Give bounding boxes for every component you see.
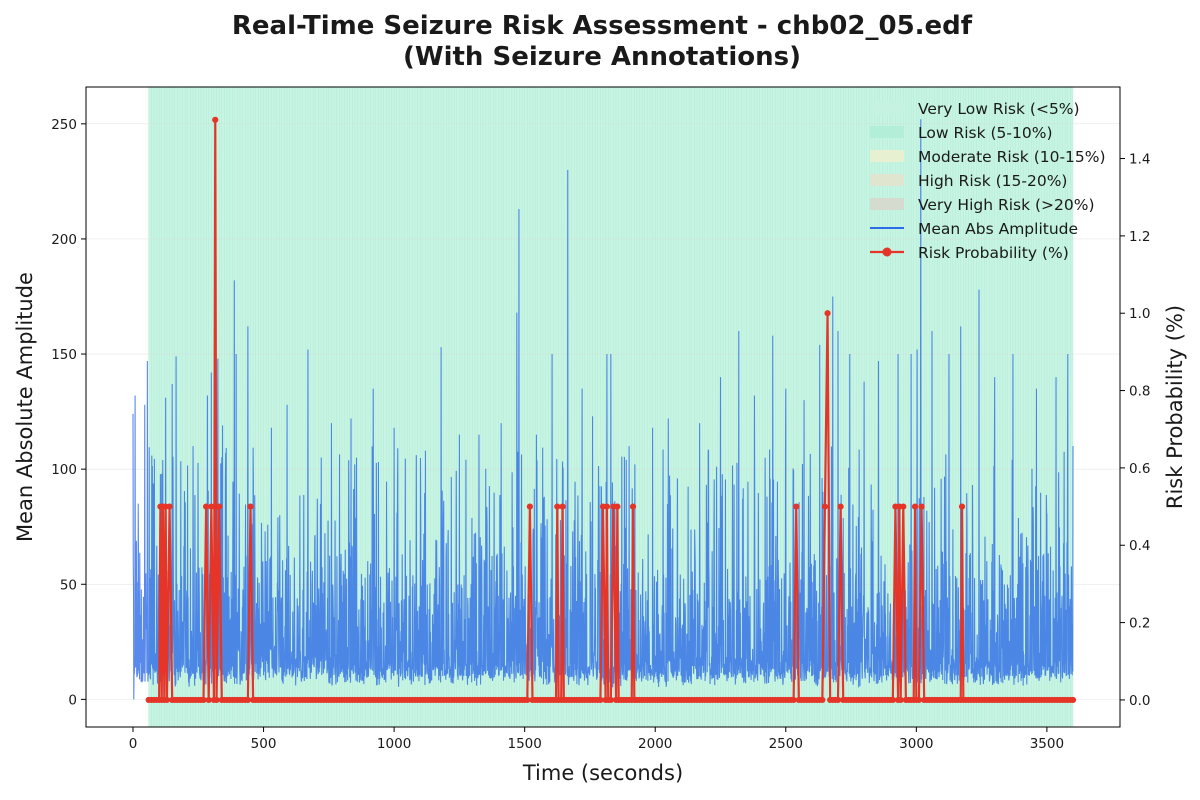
risk-point (889, 696, 896, 704)
risk-point (244, 696, 251, 704)
chart-title-line-1: Real-Time Seizure Risk Assessment - chb0… (232, 11, 973, 41)
y-left-tick-label: 50 (60, 577, 77, 593)
y-right-tick-label: 0.6 (1129, 461, 1150, 477)
x-tick-label: 3500 (1030, 736, 1064, 752)
y-right-axis-label: Risk Probability (%) (1163, 305, 1187, 509)
y-right-tick-label: 0.4 (1129, 538, 1150, 554)
risk-point (212, 116, 219, 123)
risk-point (524, 696, 531, 704)
legend-label-mean-abs-amplitude: Mean Abs Amplitude (918, 220, 1078, 238)
legend-swatch-high-risk-15-20 (870, 174, 904, 186)
legend-label-risk-probability: Risk Probability (%) (918, 244, 1069, 262)
risk-point (166, 503, 173, 510)
legend-label-moderate-risk-10-15: Moderate Risk (10-15%) (918, 148, 1106, 166)
risk-point (203, 503, 210, 510)
x-tick-label: 1500 (507, 736, 541, 752)
risk-point (918, 503, 925, 510)
y-left-tick-label: 0 (68, 692, 77, 708)
legend-swatch-moderate-risk-10-15 (870, 150, 904, 162)
risk-point (793, 503, 800, 510)
y-right-tick-label: 0.2 (1129, 616, 1150, 632)
legend-swatch-very-low-risk-5 (870, 102, 904, 114)
y-right-tick-label: 1.4 (1129, 152, 1150, 168)
risk-point (629, 503, 637, 510)
y-left-axis-label: Mean Absolute Amplitude (13, 272, 37, 542)
risk-point (1069, 696, 1077, 704)
risk-point (911, 503, 919, 510)
risk-point (900, 503, 907, 510)
legend-label-high-risk-15-20: High Risk (15-20%) (918, 172, 1067, 190)
risk-point (247, 503, 254, 510)
risk-point (837, 503, 844, 510)
y-left-tick-label: 250 (51, 117, 77, 133)
legend-swatch-low-risk-5-10 (870, 126, 904, 138)
risk-point (603, 503, 611, 510)
legend-swatch-very-high-risk-20 (870, 198, 904, 210)
risk-point (597, 696, 604, 704)
risk-point (607, 696, 614, 704)
risk-series-layer (145, 116, 1077, 704)
x-tick-label: 0 (129, 736, 138, 752)
risk-point (526, 503, 533, 510)
y-left-axis-ticks: 0 50 100 150 200 250 (51, 117, 86, 708)
x-tick-label: 500 (251, 736, 277, 752)
risk-point (200, 696, 207, 704)
risk-point (897, 696, 904, 704)
y-right-tick-label: 1.2 (1129, 229, 1150, 245)
chart-title-line-2: (With Seizure Annotations) (403, 42, 801, 72)
y-left-tick-label: 100 (51, 462, 77, 478)
legend-label-very-low-risk-5: Very Low Risk (<5%) (918, 100, 1080, 118)
y-left-tick-label: 200 (51, 232, 77, 248)
risk-point (216, 503, 223, 510)
risk-point (208, 503, 215, 510)
risk-point (205, 696, 212, 704)
plot-frame (85, 86, 1121, 728)
x-tick-label: 3000 (899, 736, 933, 752)
x-tick-label: 1000 (377, 736, 411, 752)
risk-point (821, 503, 829, 510)
risk-point (824, 310, 831, 317)
legend-label-low-risk-5-10: Low Risk (5-10%) (918, 124, 1053, 142)
y-right-tick-label: 0.0 (1129, 693, 1150, 709)
legend-marker-risk-probability (882, 247, 892, 257)
risk-point (958, 503, 966, 510)
legend: Very Low Risk (<5%) Low Risk (5-10%) Moder… (870, 100, 1106, 262)
risk-point (790, 696, 797, 704)
risk-point (559, 503, 566, 510)
x-axis-ticks: 0 500 1000 1500 2000 2500 3000 3500 (129, 727, 1064, 752)
risk-point (163, 696, 171, 704)
x-tick-label: 2500 (769, 736, 803, 752)
risk-point (614, 503, 621, 510)
y-right-axis-ticks: 0.0 0.2 0.4 0.6 0.8 1.0 1.2 1.4 (1120, 152, 1150, 709)
risk-point (819, 696, 826, 704)
y-right-tick-label: 0.8 (1129, 384, 1150, 400)
y-right-tick-label: 1.0 (1129, 306, 1150, 322)
x-axis-label: Time (seconds) (522, 761, 683, 785)
x-tick-label: 2000 (638, 736, 672, 752)
legend-label-very-high-risk-20: Very High Risk (>20%) (918, 196, 1095, 214)
risk-point (554, 503, 561, 510)
y-left-tick-label: 150 (51, 347, 77, 363)
risk-point (213, 696, 220, 704)
risk-point (915, 696, 923, 704)
risk-point (834, 696, 842, 704)
